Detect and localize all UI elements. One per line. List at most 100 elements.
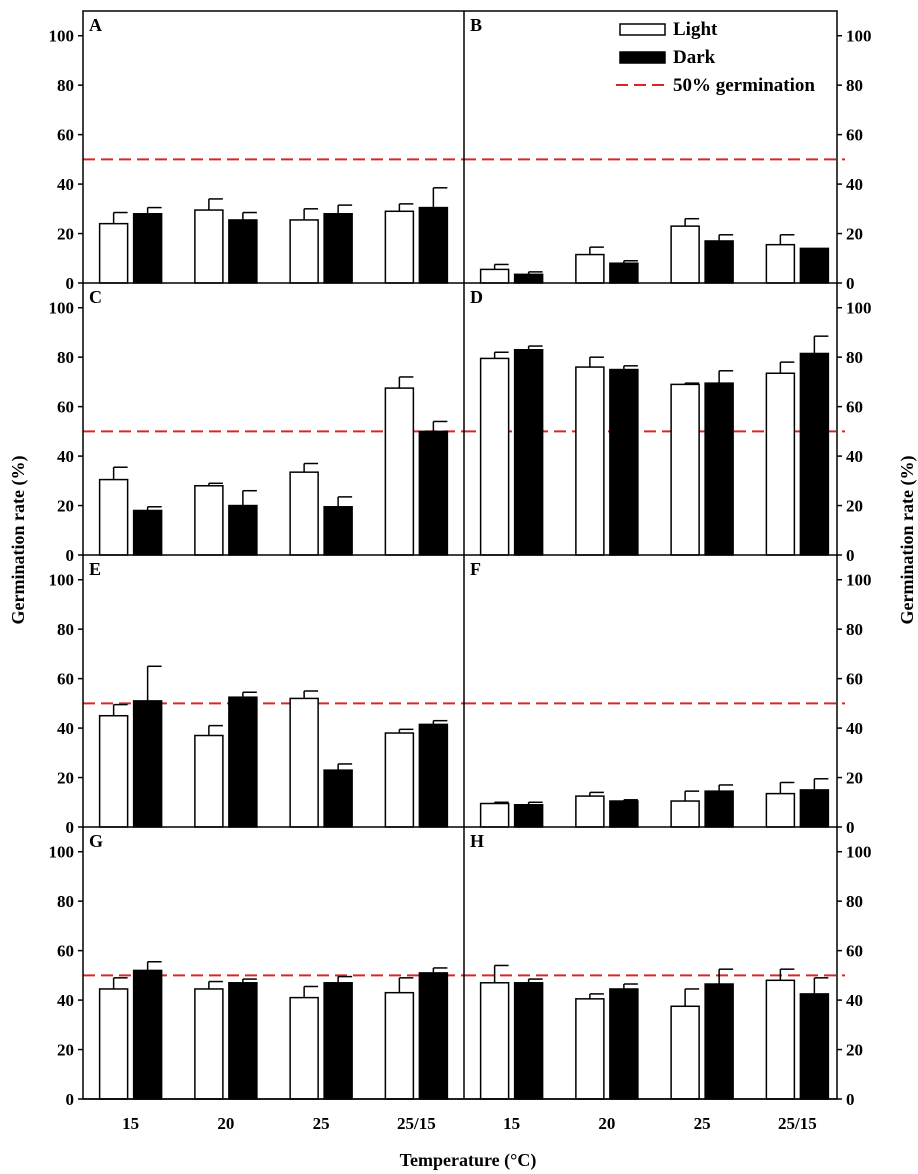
y-tick-label-right: 0	[846, 818, 855, 837]
x-tick-label: 20	[598, 1114, 615, 1133]
bar-light	[194, 209, 224, 284]
y-tick-label-right: 100	[846, 27, 872, 46]
bar-light	[670, 1005, 700, 1100]
y-tick-label-left: 80	[57, 620, 74, 639]
y-tick-label-right: 60	[846, 942, 863, 961]
panel-label: C	[89, 287, 102, 307]
y-tick-label-left: 0	[66, 274, 75, 293]
x-tick-label: 25/15	[397, 1114, 436, 1133]
bar-light	[289, 697, 319, 828]
bar-light	[670, 225, 700, 284]
y-tick-label-right: 0	[846, 274, 855, 293]
bar-light	[765, 372, 796, 556]
y-tick-label-right: 20	[846, 769, 863, 788]
y-tick-label-right: 100	[846, 299, 872, 318]
bar-dark	[323, 213, 353, 284]
bar-light	[765, 792, 796, 828]
y-tick-label-right: 0	[846, 546, 855, 565]
y-tick-label-right: 60	[846, 398, 863, 417]
bar-light	[289, 471, 319, 556]
bar-light	[98, 478, 129, 556]
bar-light	[575, 253, 605, 284]
bar-light	[765, 243, 796, 284]
y-tick-label-right: 40	[846, 447, 863, 466]
bar-light	[194, 734, 224, 828]
panel-label: E	[89, 559, 101, 579]
bar-light	[575, 998, 605, 1100]
bar-light	[194, 988, 224, 1100]
panel-b: B	[464, 15, 845, 284]
bar-dark	[228, 219, 258, 284]
y-tick-label-left: 40	[57, 447, 74, 466]
bar-dark	[799, 789, 830, 828]
bar-light	[479, 802, 510, 828]
bar-dark	[513, 273, 544, 284]
y-tick-label-right: 80	[846, 348, 863, 367]
panel-label: G	[89, 831, 103, 851]
panel-label: B	[470, 15, 482, 35]
bar-dark	[228, 696, 258, 828]
panel-h: H	[464, 831, 845, 1100]
bar-light	[670, 383, 700, 556]
y-tick-label-left: 100	[49, 27, 75, 46]
plot-frame	[82, 10, 838, 1100]
y-tick-label-left: 80	[57, 76, 74, 95]
bar-light	[575, 366, 605, 556]
bar-dark	[704, 240, 734, 284]
y-tick-label-right: 40	[846, 175, 863, 194]
bar-dark	[799, 352, 830, 556]
panel-d: D	[464, 287, 845, 556]
bar-dark	[513, 982, 544, 1100]
bar-light	[384, 732, 415, 828]
bar-dark	[323, 769, 353, 828]
y-tick-label-right: 60	[846, 670, 863, 689]
bar-light	[98, 988, 129, 1100]
y-tick-label-left: 20	[57, 1041, 74, 1060]
y-tick-label-left: 60	[57, 942, 74, 961]
x-axis-label: Temperature (°C)	[400, 1150, 537, 1171]
y-tick-label-left: 100	[49, 299, 75, 318]
bar-dark	[704, 983, 734, 1100]
bar-dark	[418, 430, 449, 556]
bar-dark	[228, 504, 258, 556]
bar-light	[670, 800, 700, 828]
legend-label-light: Light	[673, 19, 718, 40]
panel-label: D	[470, 287, 483, 307]
y-tick-label-right: 100	[846, 843, 872, 862]
bar-dark	[609, 262, 639, 284]
y-axis-label-right: Germination rate (%)	[897, 456, 918, 625]
legend-label-50pct: 50% germination	[673, 75, 815, 96]
y-tick-label-right: 100	[846, 571, 872, 590]
y-tick-label-left: 100	[49, 571, 75, 590]
y-tick-label-right: 40	[846, 991, 863, 1010]
bar-light	[765, 979, 796, 1100]
bar-light	[479, 357, 510, 556]
bar-dark	[418, 972, 449, 1100]
panels-layer: A B C D E F G H	[83, 15, 845, 1100]
y-tick-label-right: 20	[846, 225, 863, 244]
bar-light	[479, 982, 510, 1100]
y-tick-label-right: 80	[846, 620, 863, 639]
x-tick-label: 15	[122, 1114, 139, 1133]
y-tick-label-left: 60	[57, 398, 74, 417]
y-tick-label-right: 40	[846, 719, 863, 738]
y-tick-label-left: 100	[49, 843, 75, 862]
bar-dark	[513, 803, 544, 828]
bar-dark	[418, 723, 449, 828]
bar-light	[289, 996, 319, 1100]
y-tick-label-left: 40	[57, 991, 74, 1010]
axes-layer: 0 0 20 20 40 40 60 60 80 80 100 100 0 0 20 20 40 40 60 60 80…	[49, 10, 872, 1133]
bar-dark	[132, 969, 163, 1100]
panel-label: H	[470, 831, 484, 851]
panel-c: C	[83, 287, 464, 556]
bar-dark	[323, 982, 353, 1100]
bar-dark	[323, 506, 353, 556]
bar-dark	[704, 382, 734, 556]
legend-label-dark: Dark	[673, 47, 716, 68]
panel-label: A	[89, 15, 102, 35]
bar-dark	[418, 206, 449, 284]
bar-dark	[704, 790, 734, 828]
bar-dark	[513, 349, 544, 556]
bar-light	[194, 485, 224, 556]
legend: Light Dark 50% germination	[616, 19, 815, 96]
